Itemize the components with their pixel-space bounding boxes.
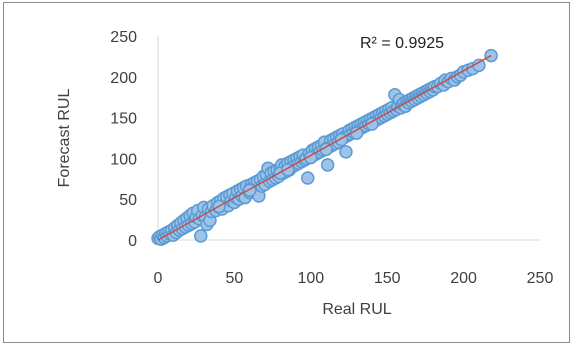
- y-tick-label: 50: [119, 192, 137, 209]
- data-point: [339, 145, 353, 159]
- data-point: [242, 183, 257, 197]
- trendline: [157, 54, 492, 241]
- data-point: [320, 158, 335, 172]
- y-tick-label: 200: [110, 70, 137, 87]
- x-tick-label: 250: [527, 270, 554, 287]
- x-tick-label: 100: [297, 270, 324, 287]
- y-axis-title: Forecast RUL: [56, 89, 73, 188]
- data-point: [300, 171, 315, 185]
- x-tick-label: 200: [450, 270, 477, 287]
- y-tick-label: 150: [110, 111, 137, 128]
- y-tick-label: 0: [128, 233, 137, 250]
- data-point: [194, 229, 208, 243]
- x-tick-label: 150: [374, 270, 401, 287]
- x-axis-title: Real RUL: [322, 301, 391, 318]
- x-tick-label: 50: [226, 270, 244, 287]
- r-squared-label: R² = 0.9925: [360, 35, 444, 52]
- x-tick-label: 0: [154, 270, 163, 287]
- y-tick-label: 100: [110, 151, 137, 168]
- y-tick-label: 250: [110, 29, 137, 46]
